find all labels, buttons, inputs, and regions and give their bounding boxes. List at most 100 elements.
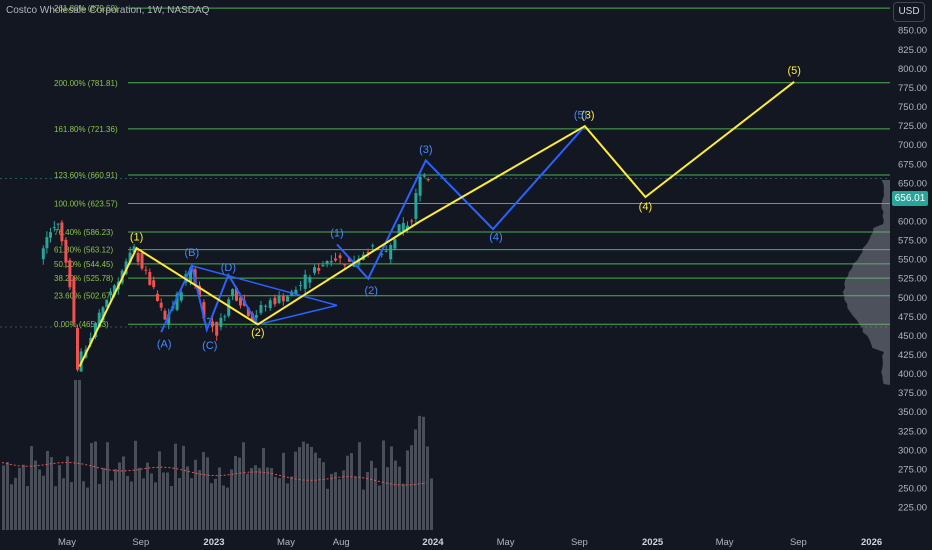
volume-bar bbox=[146, 462, 149, 530]
volume-bar bbox=[170, 486, 173, 530]
volume-bar bbox=[26, 486, 29, 530]
candle-body bbox=[198, 285, 201, 297]
candle-body bbox=[155, 293, 159, 301]
volume-bar bbox=[2, 465, 5, 530]
candle-body bbox=[109, 291, 112, 296]
volume-bar bbox=[250, 468, 253, 530]
volume-bar bbox=[90, 443, 93, 530]
candle-body bbox=[294, 289, 298, 294]
volume-bar bbox=[418, 415, 421, 530]
volume-bar bbox=[66, 456, 69, 530]
volume-bar bbox=[430, 478, 433, 530]
candle-body bbox=[422, 175, 426, 177]
volume-bar bbox=[370, 460, 373, 530]
price-tick-label: 450.00 bbox=[898, 331, 927, 342]
price-tick-label: 475.00 bbox=[898, 312, 927, 323]
volume-bar bbox=[338, 479, 341, 530]
candle-body bbox=[380, 253, 384, 255]
price-tick-label: 825.00 bbox=[898, 45, 927, 56]
volume-bar bbox=[126, 475, 129, 530]
volume-bar bbox=[306, 443, 309, 530]
volume-bar bbox=[150, 473, 153, 530]
candle-body bbox=[254, 315, 258, 318]
time-tick-label: Sep bbox=[132, 537, 149, 548]
candle-body bbox=[97, 312, 101, 328]
volume-bar bbox=[366, 472, 369, 530]
fib-label: 200.00% (781.81) bbox=[54, 79, 118, 88]
candle-body bbox=[308, 277, 312, 283]
candle-body bbox=[219, 317, 223, 327]
volume-bar bbox=[422, 416, 425, 530]
volume-bar bbox=[158, 451, 161, 530]
volume-bar bbox=[78, 380, 81, 530]
volume-bar bbox=[22, 464, 25, 530]
yellow-wave-path bbox=[78, 81, 795, 367]
volume-bar bbox=[262, 448, 265, 530]
volume-bar bbox=[162, 472, 165, 530]
fib-label: 261.80% (879.60) bbox=[54, 4, 118, 13]
volume-bar bbox=[86, 487, 89, 530]
wave-label: (D) bbox=[221, 262, 236, 274]
wave-label: (5) bbox=[574, 109, 587, 121]
price-tick-label: 275.00 bbox=[898, 464, 927, 475]
currency-selector[interactable]: USD bbox=[893, 2, 925, 22]
volume-bar bbox=[410, 445, 413, 530]
volume-bar bbox=[178, 478, 181, 530]
candle-body bbox=[206, 318, 210, 320]
candle-body bbox=[105, 299, 109, 308]
triangle-lower-line bbox=[257, 304, 338, 326]
candle-body bbox=[286, 296, 289, 302]
volume-bar bbox=[94, 441, 97, 530]
volume-bar bbox=[398, 466, 401, 530]
volume-bar bbox=[238, 457, 241, 530]
price-tick-label: 350.00 bbox=[898, 407, 927, 418]
candle-body bbox=[313, 267, 316, 273]
volume-bar bbox=[38, 469, 41, 530]
blue-wave-path bbox=[336, 125, 586, 281]
candle-body bbox=[52, 227, 56, 229]
volume-bar bbox=[326, 488, 329, 530]
volume-bar bbox=[362, 489, 365, 530]
volume-bar bbox=[6, 461, 9, 530]
candle-body bbox=[321, 265, 325, 267]
time-tick-label: 2023 bbox=[203, 537, 224, 548]
candle-body bbox=[371, 245, 375, 247]
volume-bar bbox=[130, 481, 133, 530]
candle-body bbox=[410, 220, 414, 222]
time-tick-label: Sep bbox=[790, 537, 807, 548]
volume-bar bbox=[166, 472, 169, 530]
candle-body bbox=[148, 272, 152, 285]
price-tick-label: 675.00 bbox=[898, 159, 927, 170]
volume-bar bbox=[118, 462, 121, 530]
volume-bar bbox=[174, 443, 177, 530]
volume-bar bbox=[298, 447, 301, 530]
volume-bar bbox=[70, 482, 73, 530]
candle-body bbox=[211, 321, 214, 327]
volume-bar bbox=[50, 457, 53, 530]
volume-bar bbox=[14, 477, 17, 530]
candle-body bbox=[426, 179, 430, 181]
volume-bar bbox=[382, 440, 385, 530]
price-tick-label: 325.00 bbox=[898, 426, 927, 437]
wave-label: (3) bbox=[581, 109, 594, 121]
volume-bar bbox=[258, 468, 261, 530]
candle-body bbox=[401, 223, 405, 232]
volume-bar bbox=[378, 485, 381, 530]
price-tick-label: 600.00 bbox=[898, 216, 927, 227]
volume-bar bbox=[194, 459, 197, 530]
fib-label: 161.80% (721.36) bbox=[54, 125, 118, 134]
time-tick-label: 2025 bbox=[642, 537, 664, 548]
volume-bar bbox=[426, 446, 429, 530]
candle-body bbox=[41, 248, 45, 260]
chart-title: Costco Wholesale Corporation, 1W, NASDAQ bbox=[6, 5, 210, 16]
volume-bar bbox=[58, 465, 61, 530]
volume-bar bbox=[350, 453, 353, 530]
wave-label: (2) bbox=[364, 285, 377, 297]
fib-label: 23.60% (502.67) bbox=[54, 292, 113, 301]
volume-bar bbox=[330, 473, 333, 530]
fib-label: 38.20% (525.78) bbox=[54, 274, 113, 283]
volume-bar bbox=[318, 457, 321, 530]
price-tick-label: 300.00 bbox=[898, 445, 927, 456]
wave-label: (1) bbox=[330, 228, 343, 240]
